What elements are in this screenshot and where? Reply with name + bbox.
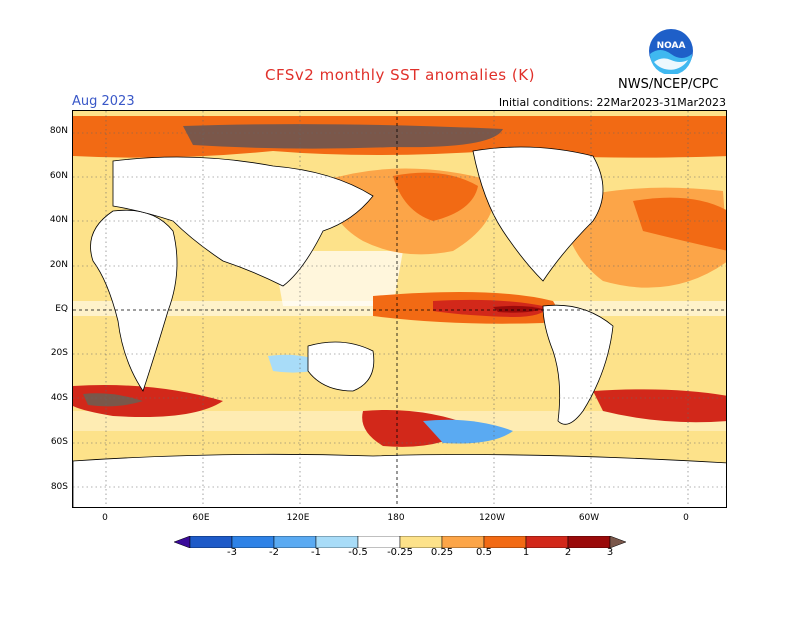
npac-warm-core	[393, 172, 478, 221]
south-pac-cold	[423, 419, 513, 444]
forecast-month: Aug 2023	[72, 94, 135, 109]
colorbar-label: 0.5	[476, 547, 492, 558]
lon-label-0: 0	[102, 513, 108, 523]
landmasses	[73, 146, 726, 507]
noaa-logo: NOAA	[649, 29, 693, 74]
lat-label-80s: 80S	[50, 482, 68, 492]
arctic-max	[183, 124, 503, 149]
colorbar-label: -2	[269, 547, 279, 558]
lon-label-0-east: 0	[683, 513, 689, 523]
south-atl-warm	[593, 389, 726, 423]
initial-conditions: Initial conditions: 22Mar2023-31Mar2023	[498, 96, 726, 109]
colorbar-label: -0.5	[348, 547, 368, 558]
colorbar-label: 2	[564, 547, 572, 558]
colorbar-cell-max	[609, 536, 626, 548]
colorbar-label: -1	[311, 547, 321, 558]
nino-max	[493, 305, 543, 313]
lat-label-20s: 20S	[50, 348, 68, 358]
colorbar-label: 3	[606, 547, 614, 558]
antarctica	[73, 453, 726, 507]
sst-anomaly-map	[72, 110, 727, 508]
map-title: CFSv2 monthly SST anomalies (K)	[265, 66, 535, 84]
lon-label-60w: 60W	[578, 513, 600, 523]
africa	[90, 209, 178, 392]
agency-label: NWS/NCEP/CPC	[618, 77, 719, 92]
colorbar-label: 1	[522, 547, 530, 558]
logo-lettering: NOAA	[657, 41, 686, 51]
colorbar-label: -0.25	[387, 547, 413, 558]
north-america	[472, 146, 604, 282]
colorbar-label: -3	[227, 547, 237, 558]
lat-label-20n: 20N	[49, 260, 68, 270]
lat-label-80n: 80N	[49, 126, 68, 136]
colorbar-label: 0.25	[430, 547, 454, 558]
nino-core	[433, 299, 548, 317]
lon-label-120e: 120E	[286, 513, 310, 523]
south-indian-warm	[73, 385, 223, 417]
south-america	[542, 304, 614, 425]
lon-label-60e: 60E	[192, 513, 210, 523]
lon-label-180: 180	[387, 513, 405, 523]
colorbar-cell-min	[174, 536, 191, 548]
lat-label-60s: 60S	[50, 437, 68, 447]
lat-label-60n: 60N	[49, 171, 68, 181]
colorbar	[174, 536, 626, 548]
map-canvas	[73, 111, 726, 507]
lat-label-40s: 40S	[50, 393, 68, 403]
natl-warm-core	[633, 197, 726, 251]
neutral-west-pacific	[273, 251, 403, 306]
eurasia	[112, 156, 374, 287]
lat-label-eq: EQ	[55, 304, 68, 314]
south-indian-max	[83, 393, 143, 407]
equator-dateline	[73, 111, 726, 507]
lon-label-120w: 120W	[478, 513, 506, 523]
lat-label-40n: 40N	[49, 215, 68, 225]
